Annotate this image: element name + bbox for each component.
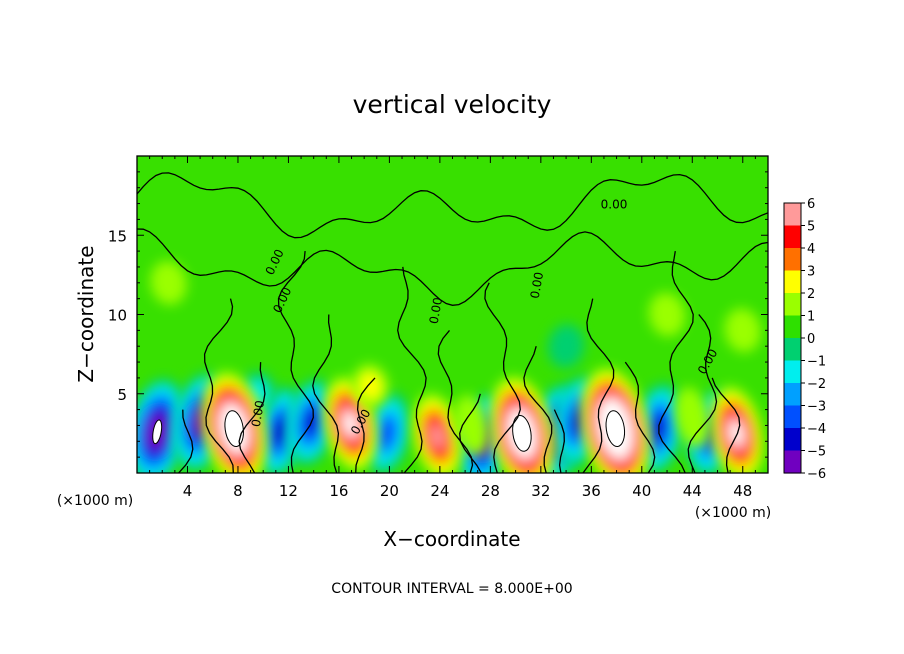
colorbar-swatch xyxy=(784,293,801,317)
x-tick-label: 36 xyxy=(582,482,601,500)
y-axis-label: Z−coordinate xyxy=(74,245,98,382)
x-tick-label: 48 xyxy=(733,482,752,500)
contour-label: 0.00 xyxy=(249,399,267,428)
colorbar-tick-label: 2 xyxy=(807,287,815,302)
colorbar-swatch xyxy=(784,405,801,429)
zero-contour xyxy=(238,362,266,473)
colorbar-tick-label: 3 xyxy=(807,265,815,280)
colorbar: 6 5 4 3 2 1 0 −1 −2 −3 −4 −5 −6 xyxy=(783,197,826,482)
colorbar-swatch xyxy=(784,248,801,272)
colorbar-swatch xyxy=(784,225,801,249)
y-tick-label: 15 xyxy=(108,227,127,245)
y-tick-label: 10 xyxy=(108,307,127,325)
cell-core xyxy=(152,419,163,445)
zero-contour xyxy=(523,346,553,473)
zero-contour xyxy=(658,250,694,473)
zero-contour xyxy=(582,298,615,473)
zero-contour xyxy=(137,228,768,306)
updraft-cell xyxy=(709,386,764,473)
contour-label: 0.00 xyxy=(601,197,628,211)
x-tick-label: 40 xyxy=(632,482,651,500)
x-tick-label: 32 xyxy=(531,482,550,500)
updraft-cell xyxy=(150,260,187,305)
zero-contour xyxy=(711,377,741,473)
updraft-cell xyxy=(352,363,389,408)
colorbar-swatch xyxy=(784,315,801,339)
zero-contour xyxy=(687,314,718,473)
x-tick-label: 44 xyxy=(683,482,702,500)
colorbar-swatch xyxy=(784,360,801,384)
zero-contour xyxy=(484,282,521,473)
contour-interval-note: CONTOUR INTERVAL = 8.000E+00 xyxy=(331,581,572,597)
colorbar-tick-label: −5 xyxy=(807,445,826,460)
contour-label: 0.00 xyxy=(528,271,546,300)
x-tick-label: 12 xyxy=(279,482,298,500)
downdraft-cell xyxy=(363,391,411,473)
downdraft-cell xyxy=(547,324,585,369)
zero-contour xyxy=(277,251,314,473)
x-tick-label: 8 xyxy=(233,482,243,500)
zero-contour xyxy=(553,409,565,473)
colorbar-swatch xyxy=(784,450,801,474)
colorbar-tick-label: 0 xyxy=(807,332,815,347)
colorbar-tick-label: 4 xyxy=(807,242,815,257)
updraft-cell xyxy=(674,387,710,448)
x-tick-label: 16 xyxy=(329,482,348,500)
colorbar-swatch xyxy=(784,338,801,362)
updraft-cell xyxy=(648,292,686,337)
zero-contour xyxy=(137,172,768,239)
colorbar-tick-label: −3 xyxy=(807,400,826,415)
x-tick-label: 24 xyxy=(430,482,449,500)
colorbar-swatch xyxy=(784,428,801,452)
colorbar-swatch xyxy=(784,383,801,407)
chart-title: vertical velocity xyxy=(353,90,552,119)
colorbar-tick-label: −4 xyxy=(807,422,826,437)
zero-contours xyxy=(137,172,768,473)
colorbar-tick-label: 5 xyxy=(807,220,815,235)
zero-contour xyxy=(459,393,482,473)
x-unit-left: (×1000 m) xyxy=(57,493,133,509)
x-tick-label: 28 xyxy=(481,482,500,500)
zero-contour xyxy=(624,361,656,473)
x-axis-label: X−coordinate xyxy=(383,527,520,551)
zero-contour xyxy=(178,409,194,473)
updraft-cell xyxy=(453,395,489,456)
zero-contour xyxy=(312,314,340,473)
zero-contour xyxy=(397,266,427,473)
colorbar-swatch xyxy=(784,270,801,294)
updraft-cell xyxy=(724,308,761,353)
zero-contour xyxy=(203,298,234,473)
updraft-cell xyxy=(412,393,463,473)
x-unit-right: (×1000 m) xyxy=(695,505,771,521)
colorbar-tick-label: −1 xyxy=(807,355,826,370)
x-tick-label: 20 xyxy=(380,482,399,500)
colorbar-tick-label: 1 xyxy=(807,310,815,325)
colorbar-tick-label: −2 xyxy=(807,377,826,392)
colorbar-tick-label: −6 xyxy=(807,467,826,482)
axis-ticks xyxy=(137,156,768,473)
colorbar-tick-label: 6 xyxy=(807,197,815,212)
y-tick-label: 5 xyxy=(117,386,127,404)
contour-label: 0.00 xyxy=(427,296,445,325)
colorbar-swatch xyxy=(784,203,801,227)
cell-core xyxy=(224,410,244,447)
zero-contour xyxy=(437,329,474,473)
cell-core xyxy=(512,415,532,452)
cell-core xyxy=(605,410,626,447)
plot-area: 0.000.000.00 0.000.000.00 0.000.00 xyxy=(136,155,769,474)
zero-contour xyxy=(355,377,376,473)
x-tick-label: 4 xyxy=(183,482,193,500)
